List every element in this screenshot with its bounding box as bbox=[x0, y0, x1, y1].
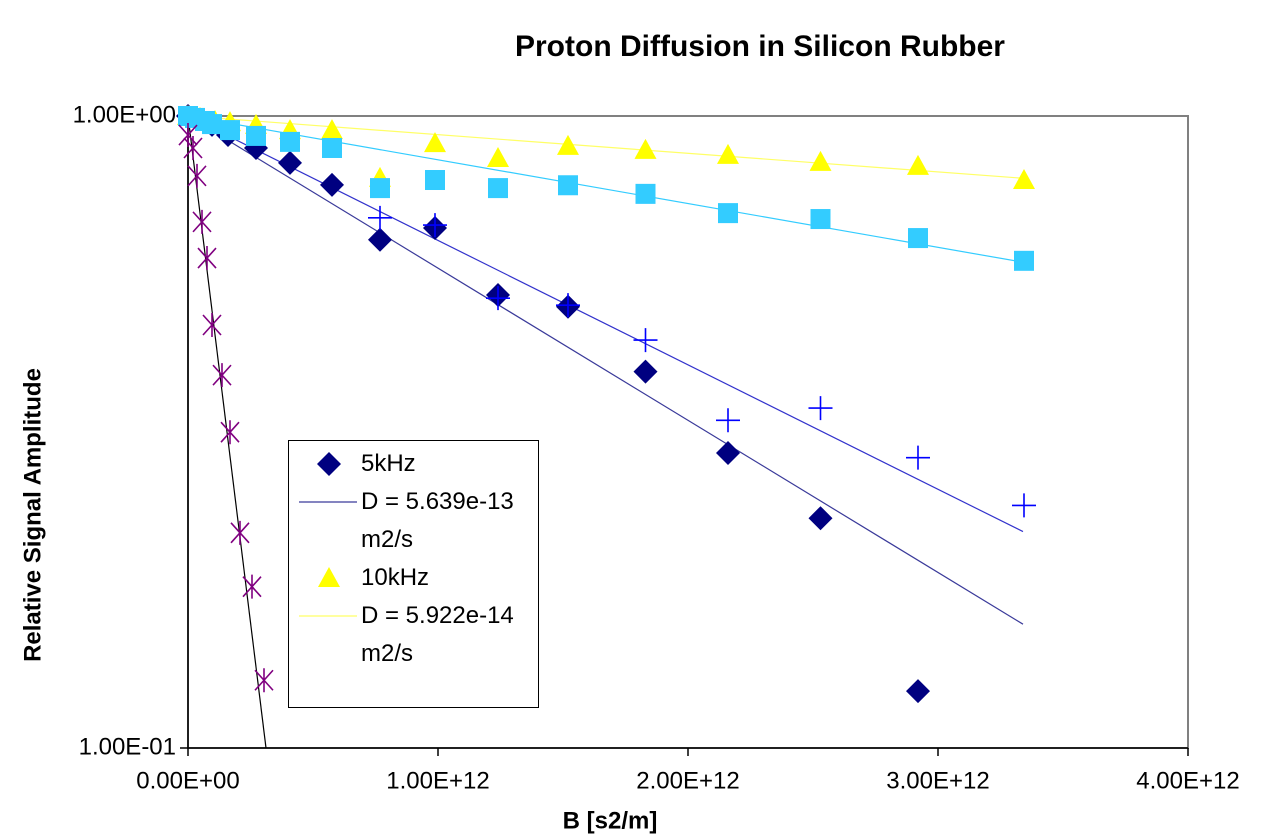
legend-entry: 10kHz bbox=[289, 559, 538, 597]
diamond-marker bbox=[320, 172, 344, 197]
square-marker bbox=[718, 203, 738, 224]
legend-entry: D = 5.639e-13 m2/s bbox=[289, 483, 538, 559]
star-marker bbox=[202, 312, 222, 337]
square-marker bbox=[220, 120, 240, 141]
diamond-marker bbox=[808, 506, 833, 531]
legend-entry: 5kHz bbox=[289, 445, 538, 483]
square-marker bbox=[322, 137, 342, 158]
plus-marker bbox=[368, 205, 392, 230]
diamond-marker bbox=[368, 227, 392, 252]
star-marker bbox=[220, 420, 240, 445]
y-tick-label: 1.00E+00 bbox=[73, 101, 176, 128]
legend-swatch bbox=[318, 567, 340, 587]
square-marker bbox=[810, 209, 831, 230]
legend-entry: D = 5.922e-14 m2/s bbox=[289, 597, 538, 673]
diamond-marker bbox=[716, 440, 740, 465]
plus-marker bbox=[633, 328, 658, 353]
star-marker bbox=[197, 246, 217, 271]
triangle-marker bbox=[557, 134, 579, 155]
legend-label: 10kHz bbox=[361, 564, 430, 591]
plus-marker bbox=[1012, 493, 1036, 518]
square-marker bbox=[280, 131, 300, 152]
triangle-marker bbox=[1013, 169, 1035, 190]
legend-swatch bbox=[299, 501, 357, 503]
chart-title: Proton Diffusion in Silicon Rubber bbox=[515, 30, 1005, 63]
square-marker bbox=[202, 114, 222, 135]
square-marker bbox=[558, 175, 578, 196]
fit-line bbox=[187, 115, 1024, 179]
y-axis-title: Relative Signal Amplitude bbox=[19, 368, 46, 662]
star-marker bbox=[183, 135, 203, 160]
x-axis-title: B [s2/m] bbox=[563, 807, 658, 834]
plus-marker bbox=[808, 396, 833, 421]
legend-label: D = 5.639e-13 m2/s bbox=[361, 488, 514, 553]
x-tick-label: 4.00E+12 bbox=[1136, 767, 1239, 794]
diamond-marker bbox=[317, 452, 341, 476]
x-tick-label: 0.00E+00 bbox=[136, 767, 239, 794]
triangle-marker bbox=[717, 143, 739, 164]
square-marker bbox=[488, 178, 508, 199]
star-marker bbox=[187, 163, 207, 188]
square-marker bbox=[370, 178, 390, 199]
triangle-marker bbox=[318, 567, 340, 587]
star-marker bbox=[230, 520, 250, 545]
triangle-marker bbox=[487, 147, 509, 168]
y-tick-label: 1.00E-01 bbox=[79, 733, 176, 760]
star-marker bbox=[192, 209, 212, 234]
fit-line bbox=[187, 115, 1024, 263]
legend-swatch bbox=[299, 615, 357, 617]
square-marker bbox=[425, 170, 445, 191]
square-marker bbox=[635, 183, 656, 204]
diamond-marker bbox=[906, 679, 930, 704]
plus-marker bbox=[486, 286, 510, 311]
triangle-marker bbox=[907, 154, 929, 175]
legend-label: 5kHz bbox=[361, 450, 416, 477]
diamond-marker bbox=[278, 150, 302, 175]
triangle-marker bbox=[809, 150, 832, 171]
star-marker bbox=[212, 363, 232, 388]
square-marker bbox=[908, 228, 928, 249]
x-tick-label: 1.00E+12 bbox=[386, 767, 489, 794]
square-marker bbox=[246, 125, 266, 146]
plus-marker bbox=[423, 213, 447, 238]
x-tick-label: 2.00E+12 bbox=[636, 767, 739, 794]
legend: 5kHz D = 5.639e-13 m2/s 10kHz D = 5.922e-14… bbox=[288, 440, 539, 708]
plus-marker bbox=[906, 445, 930, 470]
triangle-marker bbox=[321, 119, 343, 140]
legend-swatch bbox=[317, 452, 341, 476]
star-marker bbox=[242, 574, 262, 599]
square-marker bbox=[1014, 250, 1034, 271]
legend-label: D = 5.922e-14 m2/s bbox=[361, 602, 514, 667]
plus-marker bbox=[556, 293, 580, 318]
x-tick-label: 3.00E+12 bbox=[886, 767, 989, 794]
star-marker bbox=[254, 668, 274, 693]
diamond-marker bbox=[633, 359, 658, 384]
fit-line bbox=[187, 115, 267, 749]
triangle-marker bbox=[634, 138, 657, 159]
fit-line bbox=[187, 115, 1024, 625]
triangle-marker bbox=[424, 132, 446, 153]
plus-marker bbox=[716, 408, 740, 433]
